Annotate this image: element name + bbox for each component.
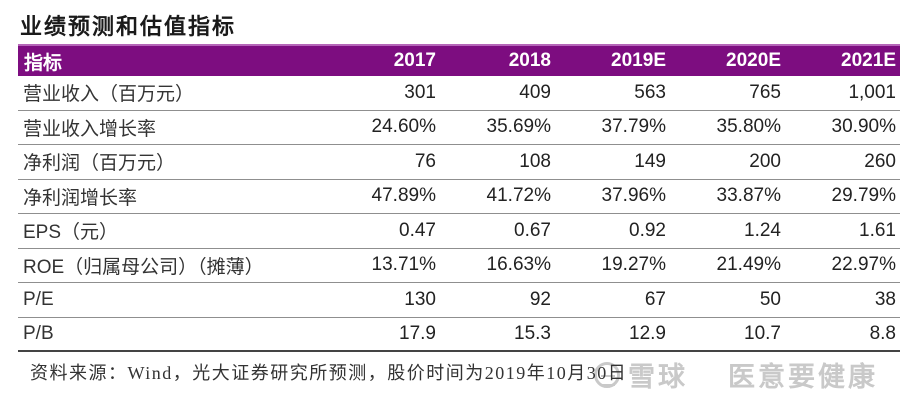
cell-value: 301 [404, 81, 436, 103]
header-year-2019e: 2019E [611, 50, 666, 71]
cell-value: 19.27% [601, 254, 666, 276]
cell-value: 47.89% [371, 185, 436, 207]
cell-value: 76 [414, 150, 436, 172]
cell-value: 13.71% [371, 254, 436, 276]
cell-value: 16.63% [486, 254, 551, 276]
xueqiu-watermark: 雪球 医意要健康 [594, 355, 878, 394]
cell-value: 130 [404, 288, 436, 310]
cell-value: 0.47 [399, 219, 436, 241]
cell-value: 38 [874, 288, 896, 310]
row-label: 净利润（百万元） [23, 153, 176, 175]
cell-value: 0.67 [514, 219, 551, 241]
cell-value: 15.3 [514, 322, 551, 344]
table-header-row: 指标 2017 2018 2019E 2020E 2021E [18, 44, 900, 76]
table-row: ROE（归属母公司）（摊薄） 13.71% 16.63% 19.27% 21.4… [18, 249, 900, 283]
cell-value: 29.79% [831, 185, 896, 207]
cell-value: 12.9 [629, 322, 666, 344]
row-label: EPS（元） [23, 222, 119, 244]
header-year-2021e: 2021E [841, 50, 896, 71]
table-row: 净利润（百万元） 76 108 149 200 260 [18, 145, 900, 180]
cell-value: 30.90% [831, 116, 896, 138]
cell-value: 33.87% [716, 185, 781, 207]
row-label: 营业收入增长率 [23, 118, 157, 140]
cell-value: 37.79% [601, 116, 666, 138]
cell-value: 1.24 [744, 219, 781, 241]
cell-value: 260 [864, 150, 896, 172]
cell-value: 149 [634, 150, 666, 172]
table-row: P/B 17.9 15.3 12.9 10.7 8.8 [18, 318, 900, 352]
table-row: 营业收入（百万元） 301 409 563 765 1,001 [18, 76, 900, 111]
header-year-2018: 2018 [508, 50, 551, 71]
table-row: P/E 130 92 67 50 38 [18, 283, 900, 318]
valuation-table: 指标 2017 2018 2019E 2020E 2021E 营业收入（百万元）… [18, 44, 900, 352]
cell-value: 92 [529, 288, 551, 310]
row-label: 营业收入（百万元） [23, 84, 195, 106]
cell-value: 17.9 [399, 322, 436, 344]
cell-value: 1,001 [848, 81, 896, 103]
cell-value: 37.96% [601, 185, 666, 207]
table-row: EPS（元） 0.47 0.67 0.92 1.24 1.61 [18, 214, 900, 249]
source-note: 资料来源：Wind，光大证券研究所预测，股价时间为2019年10月30日 [30, 363, 628, 383]
row-label: ROE（归属母公司）（摊薄） [23, 256, 264, 278]
watermark-brand: 雪球 [628, 362, 688, 392]
cell-value: 409 [519, 81, 551, 103]
page-title: 业绩预测和估值指标 [20, 14, 237, 39]
snowball-logo-icon [594, 361, 620, 388]
cell-value: 21.49% [716, 254, 781, 276]
watermark-username: 医意要健康 [728, 362, 878, 392]
cell-value: 41.72% [486, 185, 551, 207]
cell-value: 8.8 [869, 322, 896, 344]
cell-value: 22.97% [831, 254, 896, 276]
row-label: 净利润增长率 [23, 187, 138, 209]
cell-value: 24.60% [371, 116, 436, 138]
cell-value: 0.92 [629, 219, 666, 241]
table-row: 营业收入增长率 24.60% 35.69% 37.79% 35.80% 30.9… [18, 111, 900, 145]
header-metric-label: 指标 [24, 52, 63, 74]
header-year-2020e: 2020E [726, 50, 781, 71]
row-label: P/E [23, 288, 54, 310]
header-year-2017: 2017 [393, 50, 436, 71]
cell-value: 10.7 [744, 322, 781, 344]
cell-value: 67 [644, 288, 666, 310]
cell-value: 50 [759, 288, 781, 310]
cell-value: 1.61 [859, 219, 896, 241]
row-label: P/B [23, 322, 54, 344]
cell-value: 563 [634, 81, 666, 103]
cell-value: 200 [749, 150, 781, 172]
cell-value: 35.69% [486, 116, 551, 138]
cell-value: 35.80% [716, 116, 781, 138]
cell-value: 765 [749, 81, 781, 103]
table-row: 净利润增长率 47.89% 41.72% 37.96% 33.87% 29.79… [18, 180, 900, 214]
cell-value: 108 [519, 150, 551, 172]
